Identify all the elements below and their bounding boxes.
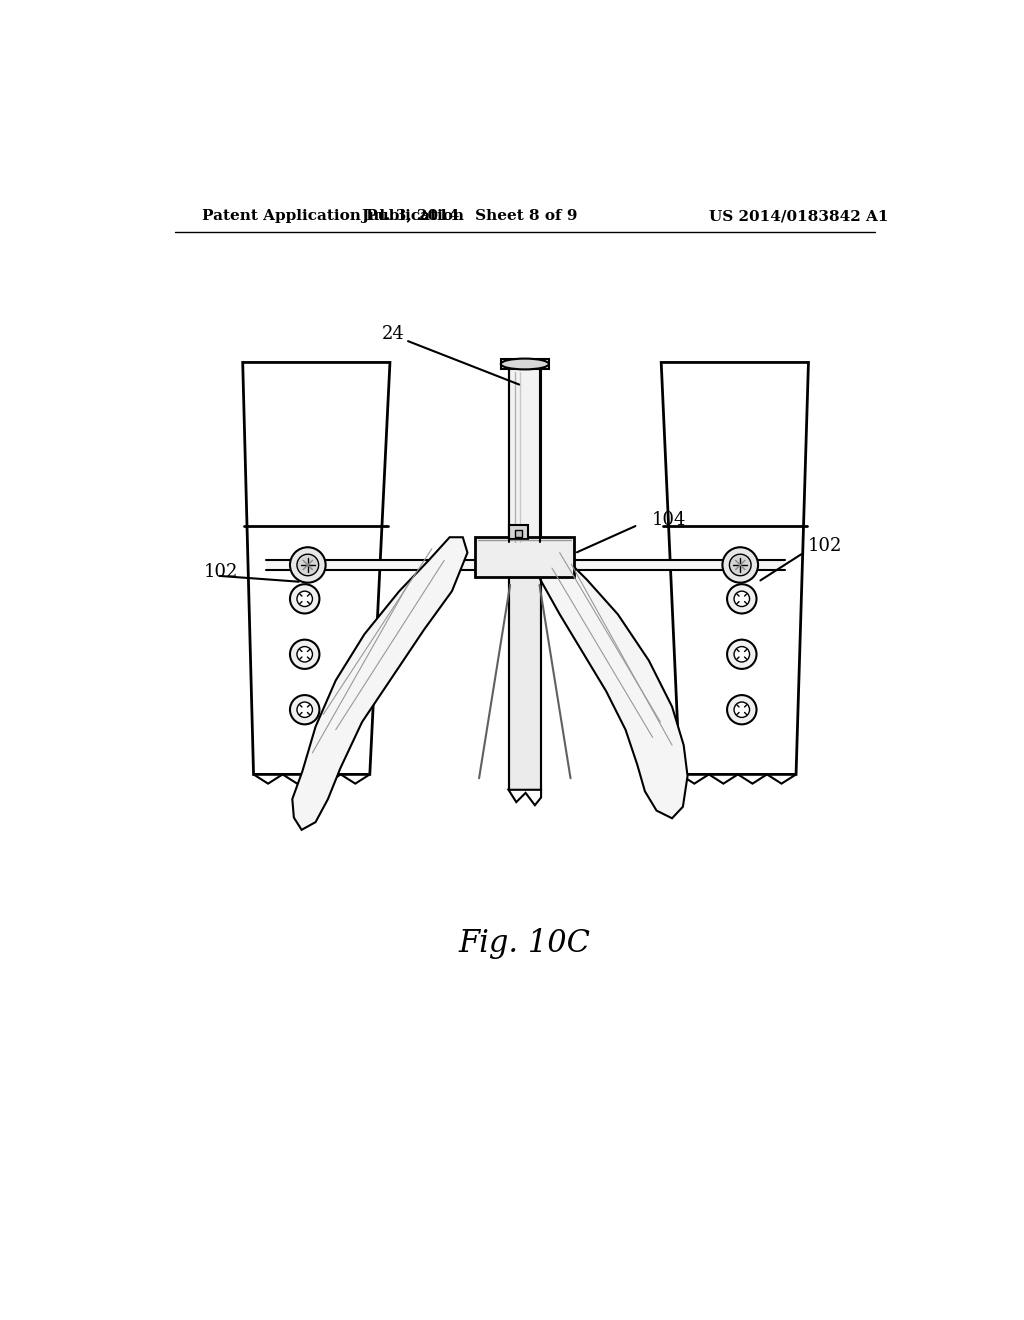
Bar	[501, 359, 549, 370]
Circle shape	[727, 696, 757, 725]
Circle shape	[727, 640, 757, 669]
Circle shape	[722, 548, 758, 582]
Polygon shape	[243, 363, 390, 775]
Circle shape	[734, 702, 750, 718]
Text: Jul. 3, 2014   Sheet 8 of 9: Jul. 3, 2014 Sheet 8 of 9	[360, 209, 578, 223]
Circle shape	[727, 585, 757, 614]
Circle shape	[297, 702, 312, 718]
Circle shape	[297, 647, 312, 663]
Circle shape	[729, 554, 751, 576]
Polygon shape	[662, 363, 809, 775]
Ellipse shape	[501, 359, 549, 370]
Circle shape	[290, 585, 319, 614]
Text: 104: 104	[652, 511, 686, 528]
Circle shape	[734, 591, 750, 607]
Text: 102: 102	[204, 562, 239, 581]
Text: US 2014/0183842 A1: US 2014/0183842 A1	[710, 209, 889, 223]
Circle shape	[290, 548, 326, 582]
Text: Patent Application Publication: Patent Application Publication	[202, 209, 464, 223]
Polygon shape	[528, 537, 687, 818]
Bar	[266, 560, 785, 570]
Text: Fig. 10C: Fig. 10C	[459, 928, 591, 960]
Polygon shape	[509, 789, 541, 805]
Bar	[515, 529, 522, 537]
Polygon shape	[292, 537, 467, 830]
Circle shape	[290, 640, 319, 669]
Bar	[509, 525, 528, 539]
Bar	[509, 577, 541, 789]
Text: 102: 102	[808, 537, 842, 554]
Circle shape	[297, 591, 312, 607]
Bar	[509, 368, 541, 541]
Circle shape	[734, 647, 750, 663]
Circle shape	[297, 554, 318, 576]
Circle shape	[290, 696, 319, 725]
Bar	[475, 537, 574, 577]
Text: 24: 24	[382, 325, 404, 343]
